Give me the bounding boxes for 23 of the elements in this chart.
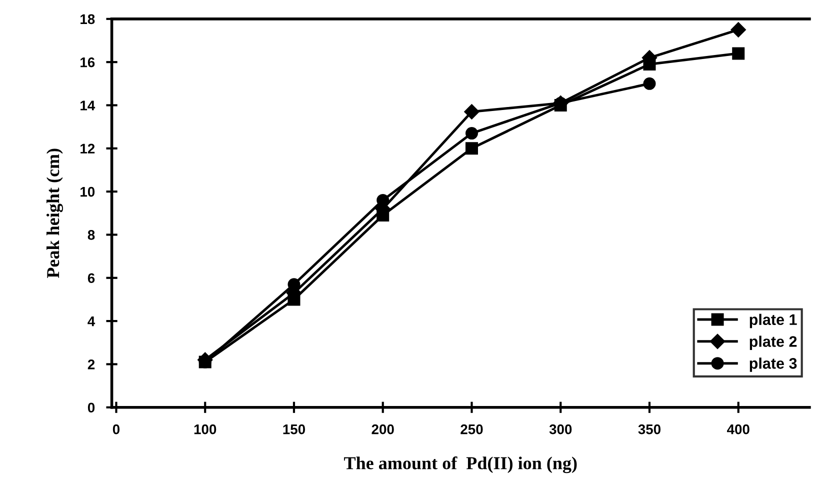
legend-label: plate 3 — [750, 358, 797, 372]
y-tick-label: 8 — [88, 230, 95, 240]
x-tick-label: 350 — [638, 424, 661, 434]
y-tick-label: 4 — [88, 316, 96, 326]
y-tick-label: 12 — [80, 144, 95, 154]
x-tick-label: 200 — [372, 424, 394, 434]
x-tick-label: 400 — [726, 424, 750, 434]
y-tick-label: 18 — [80, 14, 95, 24]
x-tick-label: 300 — [549, 424, 572, 434]
legend-label: plate 1 — [750, 314, 797, 328]
y-tick-label: 14 — [80, 100, 96, 110]
x-tick-label: 100 — [194, 424, 216, 434]
x-axis-title: The amount of Pd(II) ion (ng) — [344, 456, 577, 474]
y-tick-label: 6 — [88, 273, 95, 284]
y-axis-title: Peak height (cm) — [46, 148, 64, 278]
y-tick-label: 16 — [80, 57, 95, 68]
y-tick-label: 0 — [88, 402, 95, 413]
x-tick-label: 150 — [283, 424, 306, 434]
x-tick-label: 0 — [112, 424, 120, 434]
y-tick-label: 2 — [88, 360, 95, 370]
y-tick-label: 10 — [80, 186, 95, 197]
legend-label: plate 2 — [750, 336, 797, 350]
x-tick-label: 250 — [460, 424, 483, 434]
